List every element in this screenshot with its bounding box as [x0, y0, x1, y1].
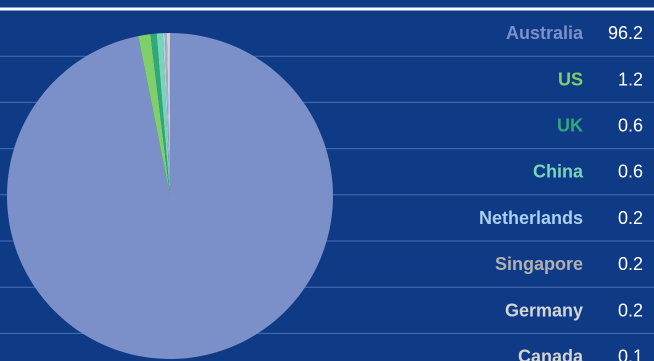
pie-slice-canada: [168, 33, 170, 196]
pie-slice-netherlands: [162, 33, 170, 196]
pie-slice-us: [138, 34, 170, 196]
data-label-germany: 0.2: [618, 300, 643, 320]
legend-label-germany: Germany: [505, 300, 583, 320]
data-label-australia: 96.2: [608, 23, 643, 43]
data-label-netherlands: 0.2: [618, 208, 643, 228]
legend-label-australia: Australia: [506, 23, 584, 43]
data-label-singapore: 0.2: [618, 254, 643, 274]
pie-slice-australia: [6, 33, 333, 360]
pie-slices: [6, 33, 333, 360]
data-label-canada: 0.1: [618, 347, 643, 361]
legend-label-netherlands: Netherlands: [479, 208, 583, 228]
legend-label-china: China: [533, 162, 584, 182]
data-label-china: 0.6: [618, 162, 643, 182]
data-label-us: 1.2: [618, 69, 643, 89]
pie-slice-singapore: [164, 33, 170, 197]
legend-label-canada: Canada: [518, 347, 584, 361]
legend-labels: Australia 96.2 US 1.2 UK 0.6 China 0.6 Netherlan…: [479, 23, 643, 361]
pie-slice-china: [156, 33, 170, 196]
pie-slice-germany: [166, 33, 170, 196]
legend-label-uk: UK: [557, 116, 583, 136]
data-label-uk: 0.6: [618, 116, 643, 136]
legend-label-singapore: Singapore: [495, 254, 583, 274]
pie-slice-uk: [150, 33, 170, 196]
legend-label-us: US: [558, 69, 583, 89]
